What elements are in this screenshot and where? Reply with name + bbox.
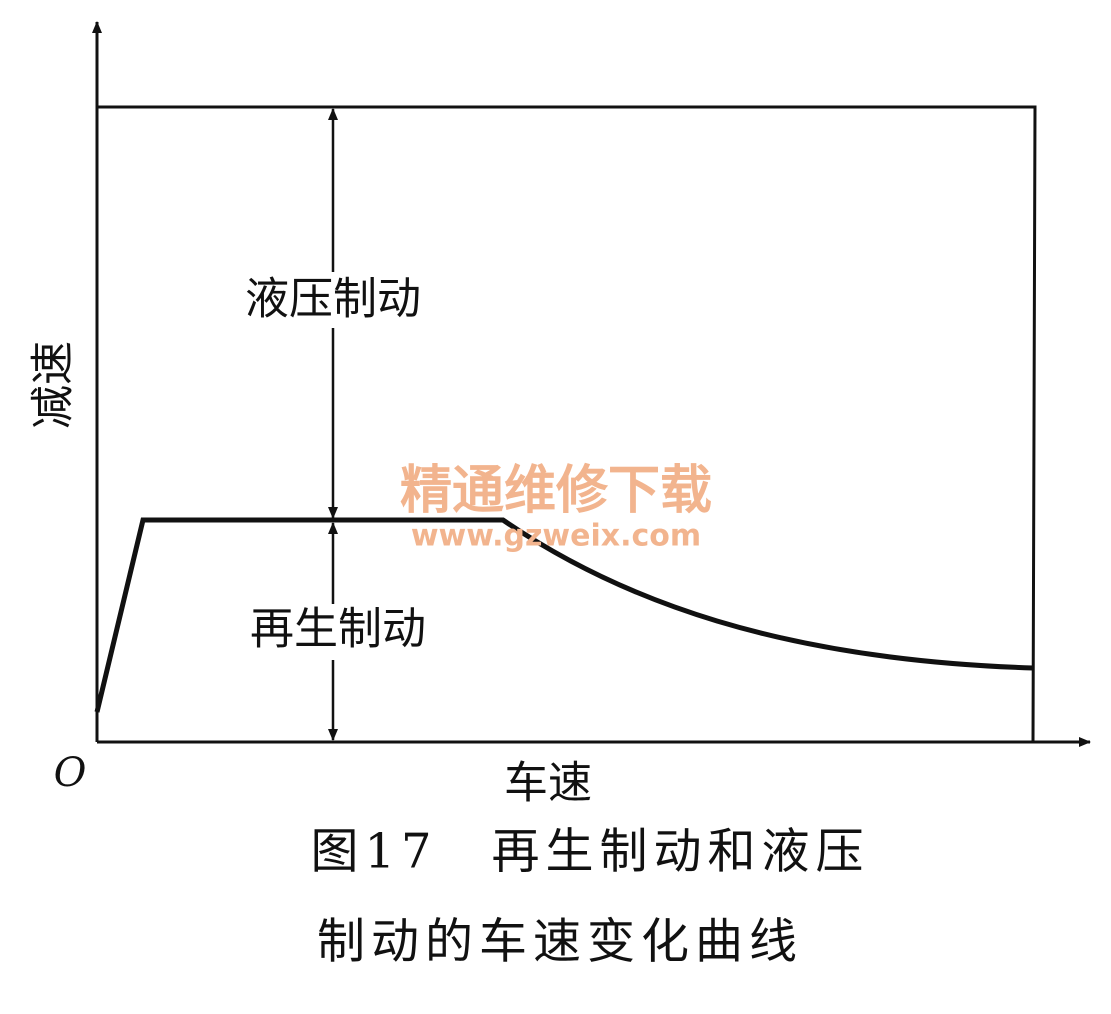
region-label: 再生制动	[250, 604, 426, 655]
label-bg	[243, 604, 433, 660]
y-axis-label: 减速	[28, 341, 79, 429]
caption-line: 制动的车速变化曲线	[317, 914, 803, 970]
region-label: 液压制动	[245, 274, 421, 325]
origin-label: O	[54, 750, 87, 796]
watermark-url: www.gzweix.com	[411, 519, 701, 554]
label-bg	[238, 272, 428, 328]
total-braking-frame	[97, 105, 1037, 743]
caption-line: 图17 再生制动和液压	[310, 824, 869, 880]
x-axis-label: 车速	[504, 758, 592, 809]
watermark-title: 精通维修下载	[400, 461, 712, 521]
regen-curve	[94, 517, 1034, 713]
